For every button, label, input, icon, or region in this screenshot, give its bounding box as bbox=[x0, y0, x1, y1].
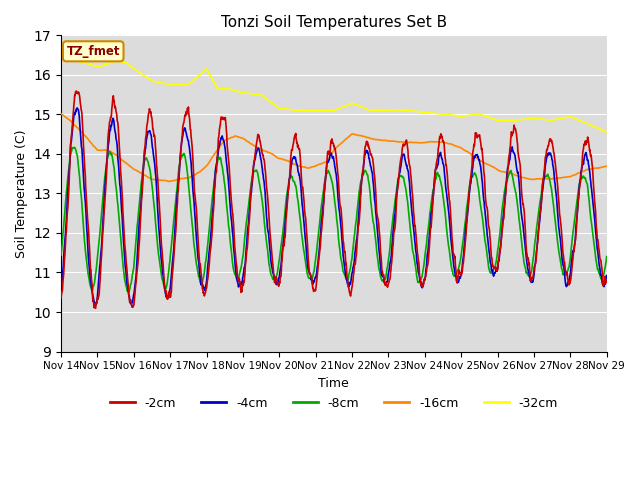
Y-axis label: Soil Temperature (C): Soil Temperature (C) bbox=[15, 129, 28, 258]
Legend: -2cm, -4cm, -8cm, -16cm, -32cm: -2cm, -4cm, -8cm, -16cm, -32cm bbox=[104, 392, 563, 415]
X-axis label: Time: Time bbox=[319, 377, 349, 390]
Title: Tonzi Soil Temperatures Set B: Tonzi Soil Temperatures Set B bbox=[221, 15, 447, 30]
Text: TZ_fmet: TZ_fmet bbox=[67, 45, 120, 58]
